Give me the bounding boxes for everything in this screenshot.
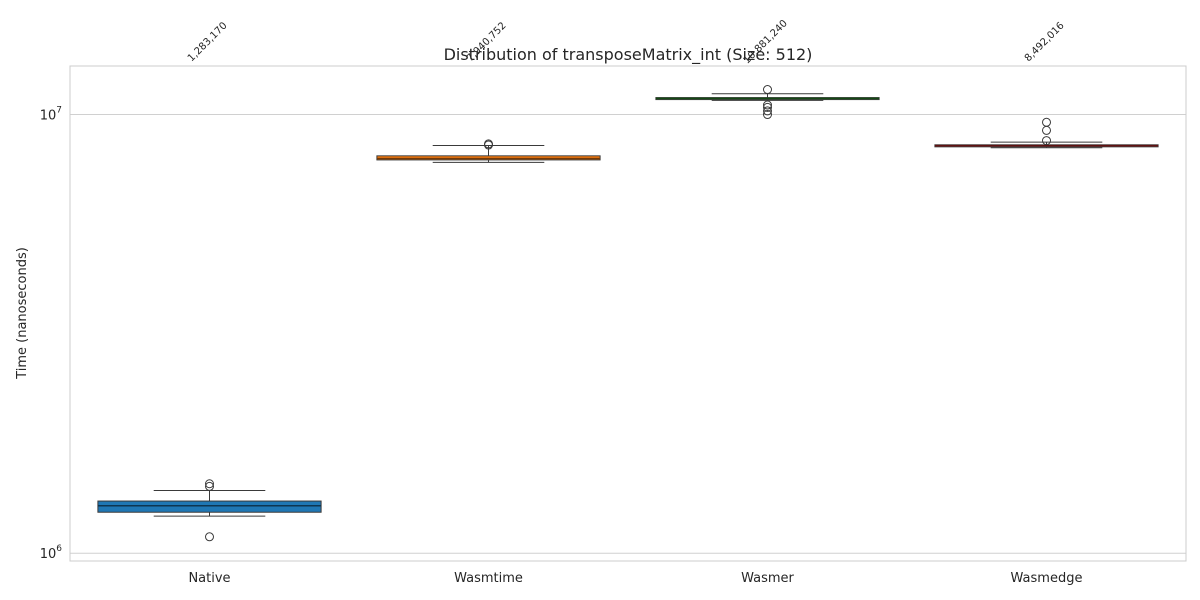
median-value-label: 8,492,016 xyxy=(1023,20,1067,64)
y-axis-label: Time (nanoseconds) xyxy=(15,247,30,380)
outlier-point xyxy=(484,139,493,149)
y-tick-label: 107 xyxy=(40,106,62,124)
x-axis-ticks: Native Wasmtime Wasmer Wasmedge xyxy=(188,571,1082,586)
box-wasmer xyxy=(655,85,880,120)
outlier-point xyxy=(1042,125,1051,135)
outlier-point xyxy=(205,481,214,491)
chart-title: Distribution of transposeMatrix_int (Siz… xyxy=(444,45,813,65)
x-tick-label: Wasmedge xyxy=(1011,571,1083,586)
outlier-point xyxy=(763,110,772,120)
outlier-point xyxy=(763,100,772,110)
y-axis-ticks: 106 107 xyxy=(40,106,63,563)
x-tick-label: Wasmtime xyxy=(454,571,523,586)
median-value-label: 1,283,170 xyxy=(186,20,230,64)
box-wasmedge xyxy=(934,117,1159,149)
outlier-point xyxy=(763,85,772,95)
box-wasmtime xyxy=(376,139,601,163)
boxes xyxy=(97,85,1159,542)
box-native xyxy=(97,479,322,542)
outlier-point xyxy=(763,106,772,116)
outlier-point xyxy=(1042,117,1051,127)
outlier-point xyxy=(205,479,214,489)
y-tick-label: 106 xyxy=(40,544,63,562)
outlier-point xyxy=(205,532,214,542)
x-tick-label: Wasmer xyxy=(741,571,794,586)
outlier-point xyxy=(1042,136,1051,146)
plot-area-frame xyxy=(69,65,1187,562)
iqr-box xyxy=(97,500,322,513)
outlier-point xyxy=(763,102,772,112)
grid-lines xyxy=(70,114,1186,554)
x-tick-label: Native xyxy=(188,571,230,586)
